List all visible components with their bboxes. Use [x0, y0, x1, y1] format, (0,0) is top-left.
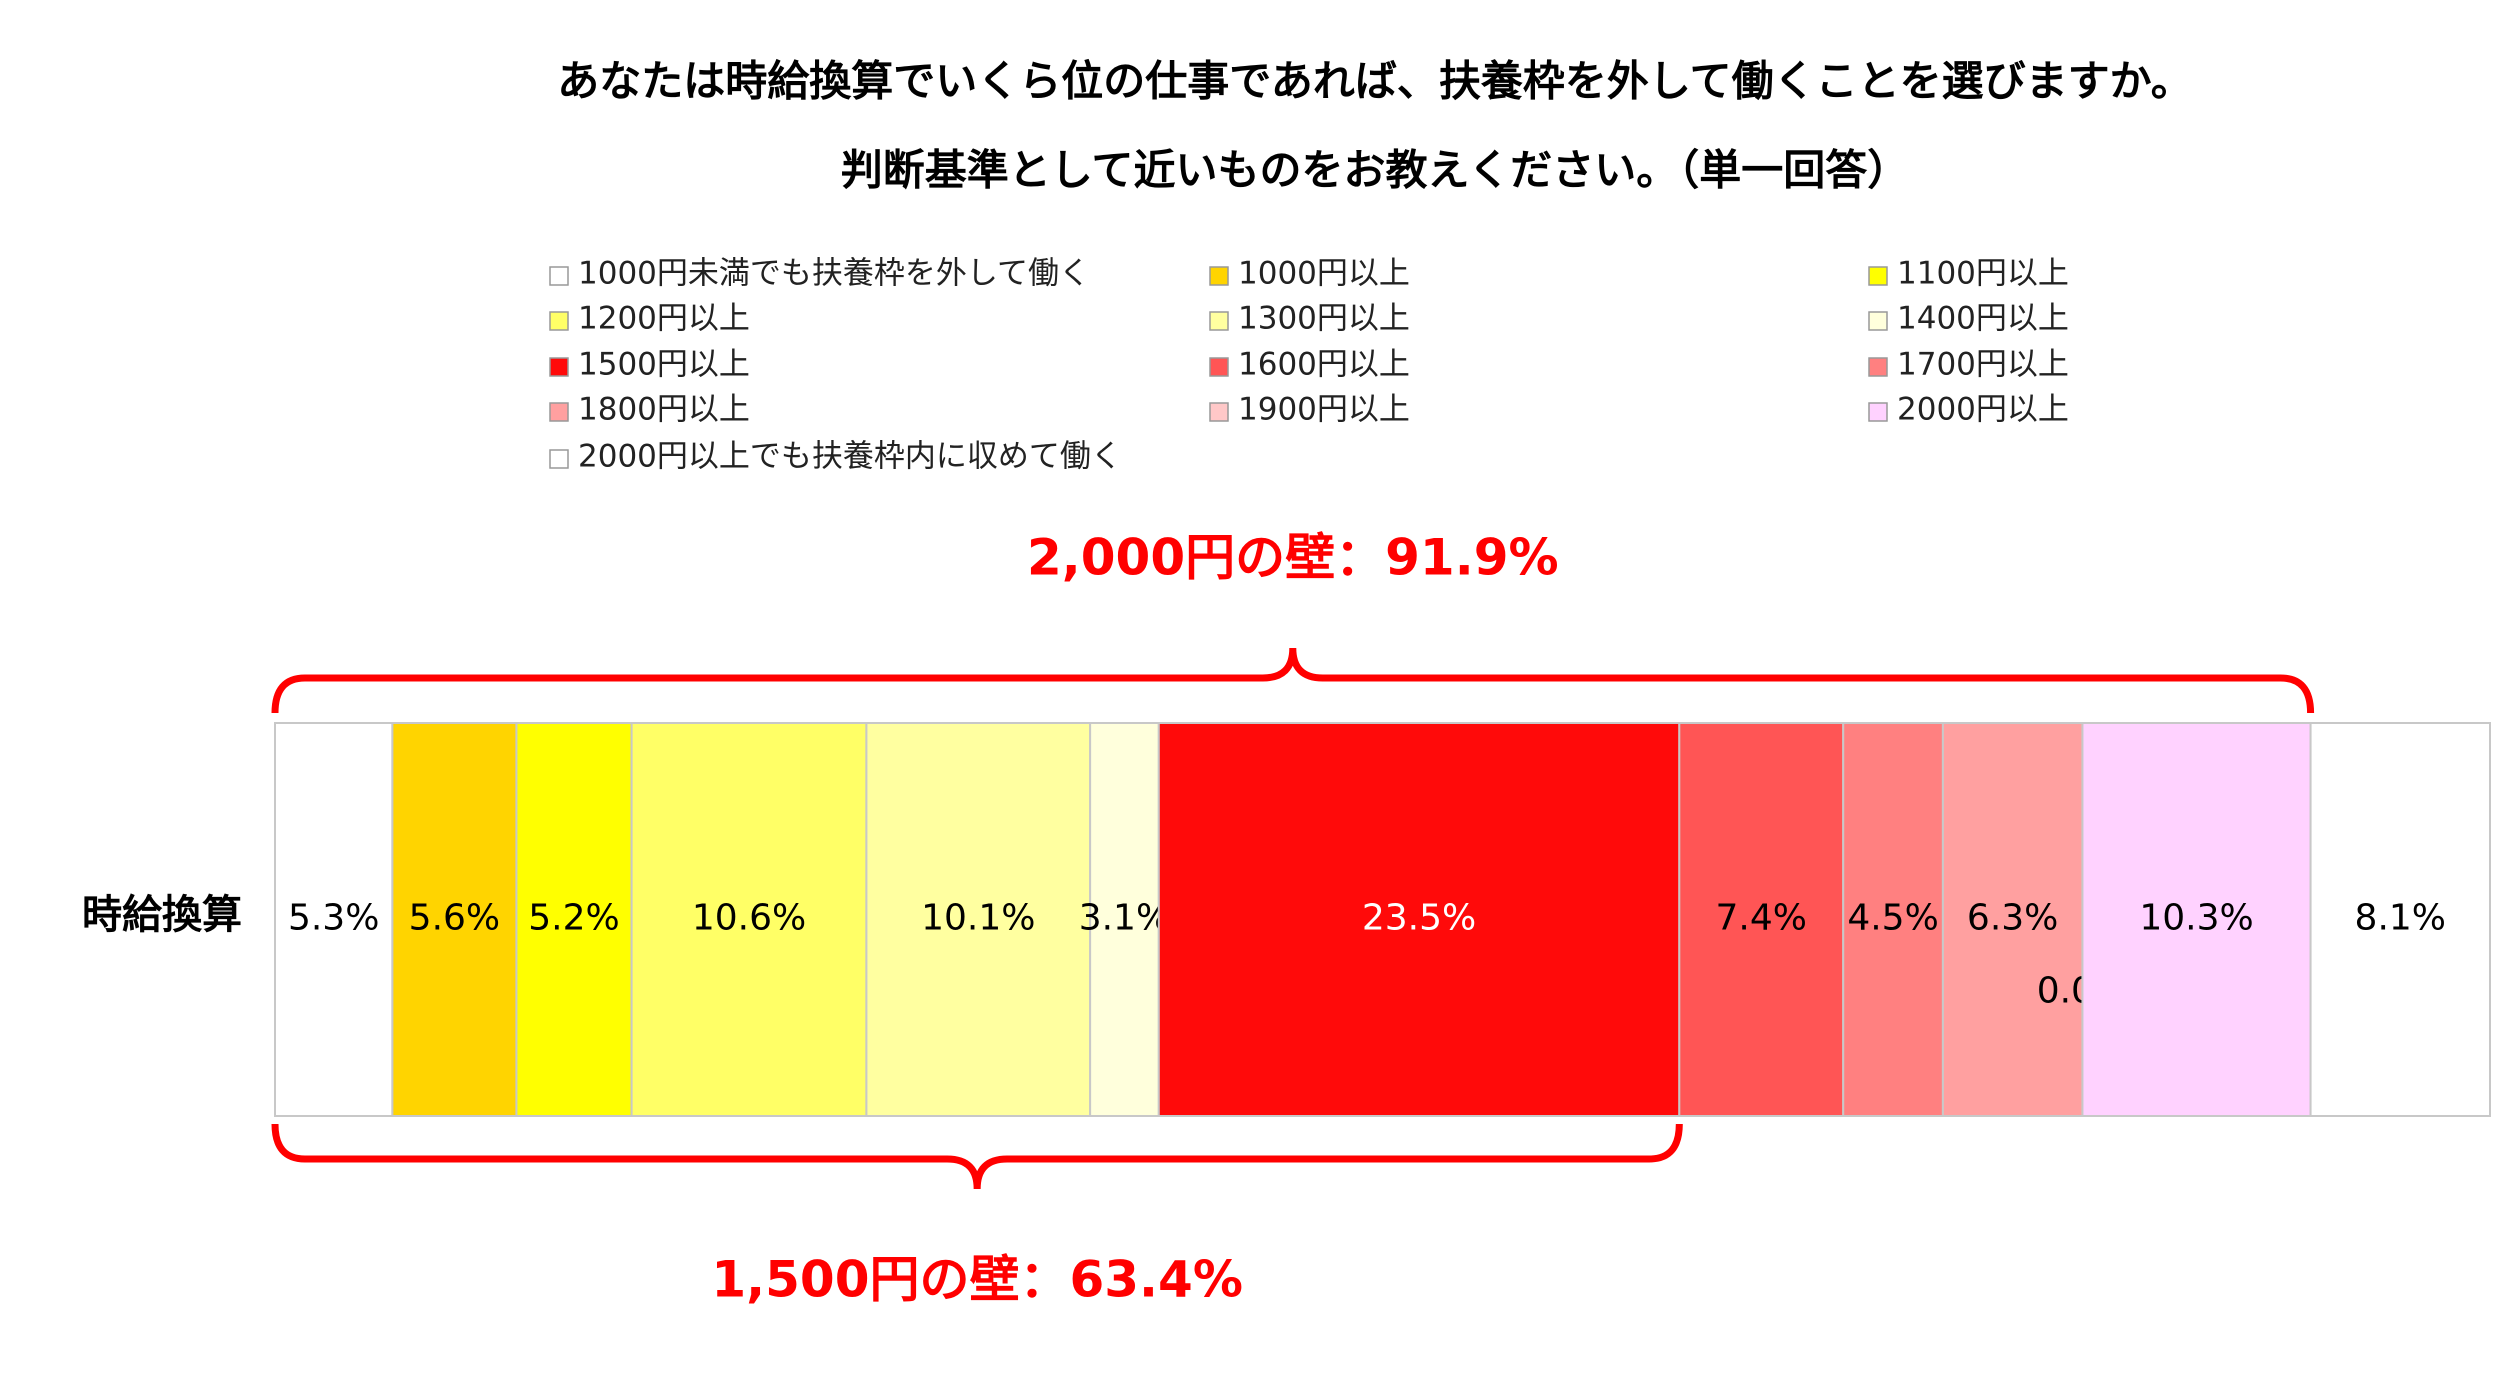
legend-marker	[1209, 266, 1229, 286]
legend-label: 1000円以上	[1238, 256, 1410, 292]
legend-label: 1000円未満でも扶養枠を外して働く	[578, 256, 1090, 292]
legend-marker	[549, 266, 569, 286]
legend-label: 1400円以上	[1897, 301, 2069, 337]
bar-segment	[865, 722, 1092, 1117]
legend-label: 1900円以上	[1238, 392, 1410, 428]
legend-marker	[1868, 357, 1888, 377]
brace	[271, 647, 2315, 714]
value-label: 6.3%	[1967, 898, 2058, 939]
legend-label: 2000円以上でも扶養枠内に収めて働く	[578, 439, 1122, 475]
value-label: 10.6%	[692, 898, 806, 939]
bar-segment	[274, 722, 394, 1117]
value-label: 10.3%	[2139, 898, 2253, 939]
bar-segment	[515, 722, 633, 1117]
legend-marker	[549, 402, 569, 422]
bar-segment	[2309, 722, 2491, 1117]
legend-label: 1100円以上	[1897, 256, 2069, 292]
value-label: 8.1%	[2355, 898, 2446, 939]
legend-marker	[1209, 311, 1229, 331]
legend-marker	[1868, 311, 1888, 331]
legend-marker	[549, 357, 569, 377]
value-label: 7.4%	[1716, 898, 1807, 939]
brace	[271, 1123, 1683, 1190]
legend-label: 1700円以上	[1897, 347, 2069, 383]
annotation: 2,000円の壁：91.9%	[1027, 529, 1559, 587]
bar-segment	[1941, 722, 2084, 1117]
value-label: 23.5%	[1362, 898, 1476, 939]
legend-marker	[1209, 357, 1229, 377]
bar-segment	[2081, 722, 2312, 1117]
chart-title: あなたは時給換算でいくら位の仕事であれば、扶養枠を外して働くことを選びますか。	[557, 57, 2192, 106]
value-label: 5.3%	[288, 898, 379, 939]
legend-marker	[1868, 266, 1888, 286]
legend-marker	[1209, 402, 1229, 422]
legend-marker	[1868, 402, 1888, 422]
value-label: 10.1%	[921, 898, 1035, 939]
bar-segment	[1842, 722, 1944, 1117]
legend-label: 1500円以上	[578, 347, 750, 383]
legend-label: 2000円以上	[1897, 392, 2069, 428]
legend-label: 1300円以上	[1238, 301, 1410, 337]
chart-subtitle: 判断基準として近いものをお教えください。（単一回答）	[841, 146, 1909, 195]
value-label: 3.1%	[1079, 898, 1170, 939]
legend-marker	[549, 311, 569, 331]
legend-label: 1200円以上	[578, 301, 750, 337]
bar-segment	[1089, 722, 1160, 1117]
annotation: 1,500円の壁：63.4%	[711, 1251, 1243, 1309]
legend-label: 1600円以上	[1238, 347, 1410, 383]
value-label: 5.2%	[528, 898, 619, 939]
legend-marker	[549, 449, 569, 469]
bar-segment	[630, 722, 868, 1117]
bar-segment	[391, 722, 518, 1117]
bar-segment	[1678, 722, 1845, 1117]
value-label: 5.6%	[409, 898, 500, 939]
legend-label: 1800円以上	[578, 392, 750, 428]
category-label: 時給換算	[82, 892, 242, 938]
value-label: 4.5%	[1847, 898, 1938, 939]
bar-segment	[1157, 722, 1681, 1117]
